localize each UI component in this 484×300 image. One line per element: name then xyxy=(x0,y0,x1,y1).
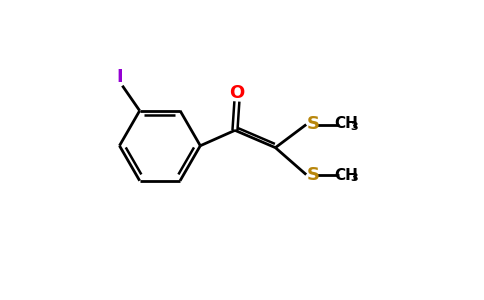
Text: CH: CH xyxy=(334,168,358,183)
Text: 3: 3 xyxy=(350,122,358,132)
Text: S: S xyxy=(307,115,319,133)
Text: I: I xyxy=(116,68,122,86)
Text: 3: 3 xyxy=(350,173,358,184)
Text: S: S xyxy=(307,167,319,184)
Text: O: O xyxy=(229,84,244,102)
Text: CH: CH xyxy=(334,116,358,131)
